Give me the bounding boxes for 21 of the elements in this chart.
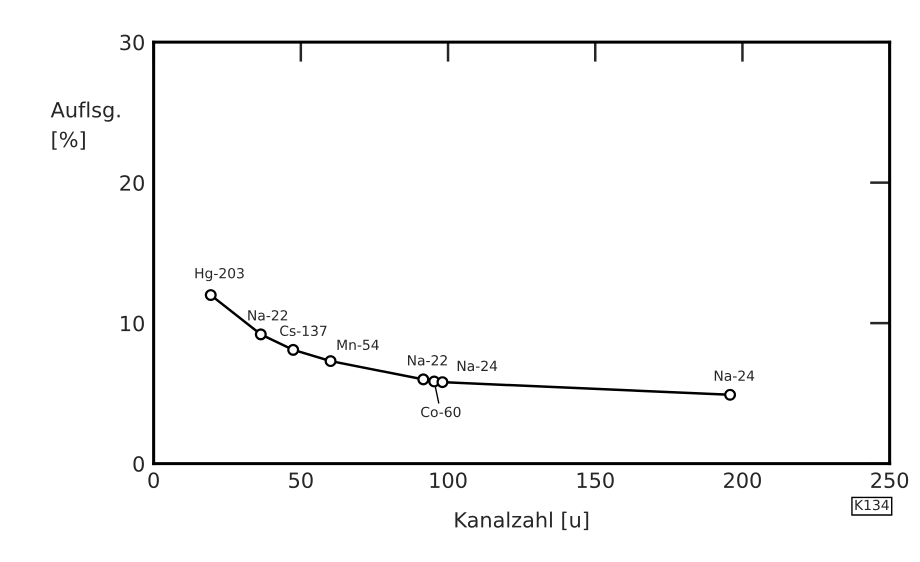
text: K134: [855, 500, 889, 510]
y-tick-label: 10: [121, 316, 144, 332]
y-tick-label: 30: [120, 34, 144, 50]
x-tick-label: 250: [871, 472, 908, 488]
x-axis-title: Kanalzahl [u]: [455, 512, 588, 530]
annotation: Na-22: [248, 310, 288, 321]
annotation: Mn-54: [337, 340, 379, 350]
annotation: Hg-203: [195, 268, 244, 282]
annotation: Co-60: [421, 406, 461, 418]
x-tick-label: 100: [430, 472, 467, 488]
y-tick-label: 0: [133, 456, 144, 472]
x-tick-label: 150: [578, 472, 614, 488]
x-tick-label: 200: [724, 472, 761, 488]
annotation: Na-24: [458, 360, 498, 372]
annotation: Na-24: [714, 370, 754, 382]
x-tick-label: 50: [289, 472, 313, 488]
y-axis-title: Auflsg. [%]: [50, 102, 120, 150]
annotation: Cs-137: [280, 326, 327, 336]
x-tick-label: 0: [148, 472, 159, 488]
annotation: Na-22: [408, 355, 447, 366]
y-tick-label: 20: [120, 175, 144, 191]
